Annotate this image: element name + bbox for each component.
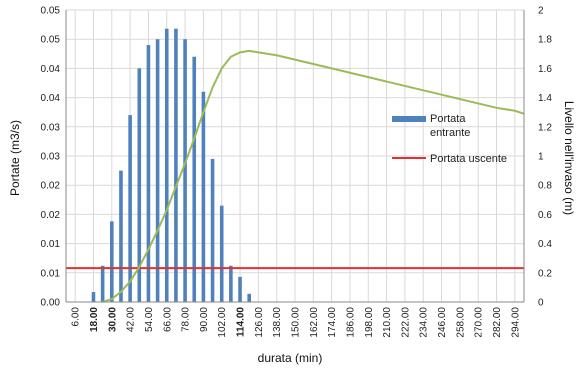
bar	[110, 221, 114, 302]
y2-tick-label: 2	[538, 6, 544, 17]
bar	[146, 45, 151, 302]
legend: Portata entrante Portata uscente	[392, 113, 507, 165]
x-tick-label: 102.00	[217, 307, 228, 338]
bar	[219, 205, 224, 302]
y-tick-label: 0.05	[41, 6, 61, 17]
bar	[201, 91, 206, 302]
bar	[119, 170, 123, 302]
x-tick-label: 6.00	[71, 307, 82, 327]
x-tick-label: 18.00	[89, 307, 100, 332]
y2-tick-label: 1.6	[538, 64, 552, 75]
x-tick-label: 78.00	[181, 307, 192, 332]
bar	[192, 56, 197, 302]
y-tick-label: 0.05	[41, 35, 61, 46]
x-tick-label: 198.00	[364, 307, 375, 338]
y-tick-labels: 0.00 0.01 0.01 0.02 0.02 0.03 0.03 0.04 0.04 0.05…	[41, 6, 61, 309]
legend-label-portata-uscente: Portata uscente	[430, 153, 507, 165]
x-tick-label: 126.00	[254, 307, 265, 338]
y2-tick-label: 1.4	[538, 93, 552, 104]
x-tick-label: 294.00	[510, 307, 521, 338]
bar	[238, 276, 242, 302]
x-tick-label: 114.00	[236, 307, 247, 337]
y-tick-label: 0.02	[41, 181, 61, 192]
y2-tick-label: 0	[538, 298, 544, 309]
bar	[155, 39, 160, 302]
y-tick-label: 0.04	[41, 93, 61, 104]
y-tick-label: 0.03	[41, 152, 61, 163]
bar	[137, 68, 142, 303]
x-tick-label: 246.00	[437, 307, 448, 338]
line-series	[66, 49, 525, 303]
y-tick-label: 0.02	[41, 210, 61, 221]
bar	[174, 28, 178, 303]
x-tick-label: 222.00	[400, 307, 411, 338]
y2-tick-label: 1	[538, 152, 544, 163]
bar	[128, 115, 132, 303]
y2-tick-label: 0.6	[538, 210, 552, 221]
y-tick-label: 0.00	[41, 298, 61, 309]
x-tick-label: 138.00	[272, 307, 283, 338]
bar	[210, 158, 215, 302]
y2-tick-label: 0.2	[538, 268, 552, 279]
y2-axis-title: Livello nell'invaso (m)	[562, 101, 576, 215]
legend-label-portata-entrante-line1: Portata	[430, 113, 466, 125]
x-tick-label: 270.00	[474, 307, 485, 338]
y2-tick-labels: 0 0.2 0.4 0.6 0.8 1 1.2 1.4 1.6 1.8 2	[538, 6, 552, 309]
x-tick-label: 258.00	[455, 307, 466, 338]
x-tick-label: 30.00	[107, 307, 118, 332]
x-tick-label: 174.00	[327, 307, 338, 338]
x-axis-title: durata (min)	[258, 351, 323, 365]
legend-swatch-portata-entrante	[392, 116, 426, 122]
legend-label-portata-entrante-line2: entrante	[430, 127, 470, 139]
y-tick-label: 0.03	[41, 122, 61, 133]
y-tick-label: 0.01	[41, 239, 61, 250]
y2-tick-label: 0.8	[538, 181, 552, 192]
x-tick-labels: 6.00 18.00 30.00 42.00 54.00 66.00 78.00 90.00 1…	[71, 307, 522, 338]
x-tick-label: 42.00	[126, 307, 137, 332]
x-tick-label: 54.00	[144, 307, 155, 332]
x-tick-label: 90.00	[199, 307, 210, 332]
bar	[229, 265, 233, 302]
y-axis-title: Portate (m3/s)	[8, 120, 22, 196]
y2-tick-label: 1.2	[538, 122, 552, 133]
y2-tick-label: 1.8	[538, 35, 552, 46]
bar	[164, 28, 169, 303]
x-tick-label: 186.00	[345, 307, 356, 338]
y-tick-label: 0.01	[41, 268, 61, 279]
x-tick-label: 210.00	[382, 307, 393, 338]
bar	[183, 39, 187, 302]
x-tick-label: 162.00	[309, 307, 320, 338]
bar	[100, 265, 105, 302]
x-tick-label: 66.00	[162, 307, 173, 332]
x-tick-label: 282.00	[492, 307, 503, 338]
level-line	[102, 49, 525, 303]
x-tick-label: 150.00	[291, 307, 302, 338]
axes	[65, 10, 525, 303]
y-tick-label: 0.04	[41, 64, 61, 75]
bar	[247, 293, 251, 302]
bar-series	[91, 28, 251, 303]
x-tick-label: 234.00	[419, 307, 430, 338]
y2-tick-label: 0.4	[538, 239, 552, 250]
bar	[91, 292, 96, 302]
